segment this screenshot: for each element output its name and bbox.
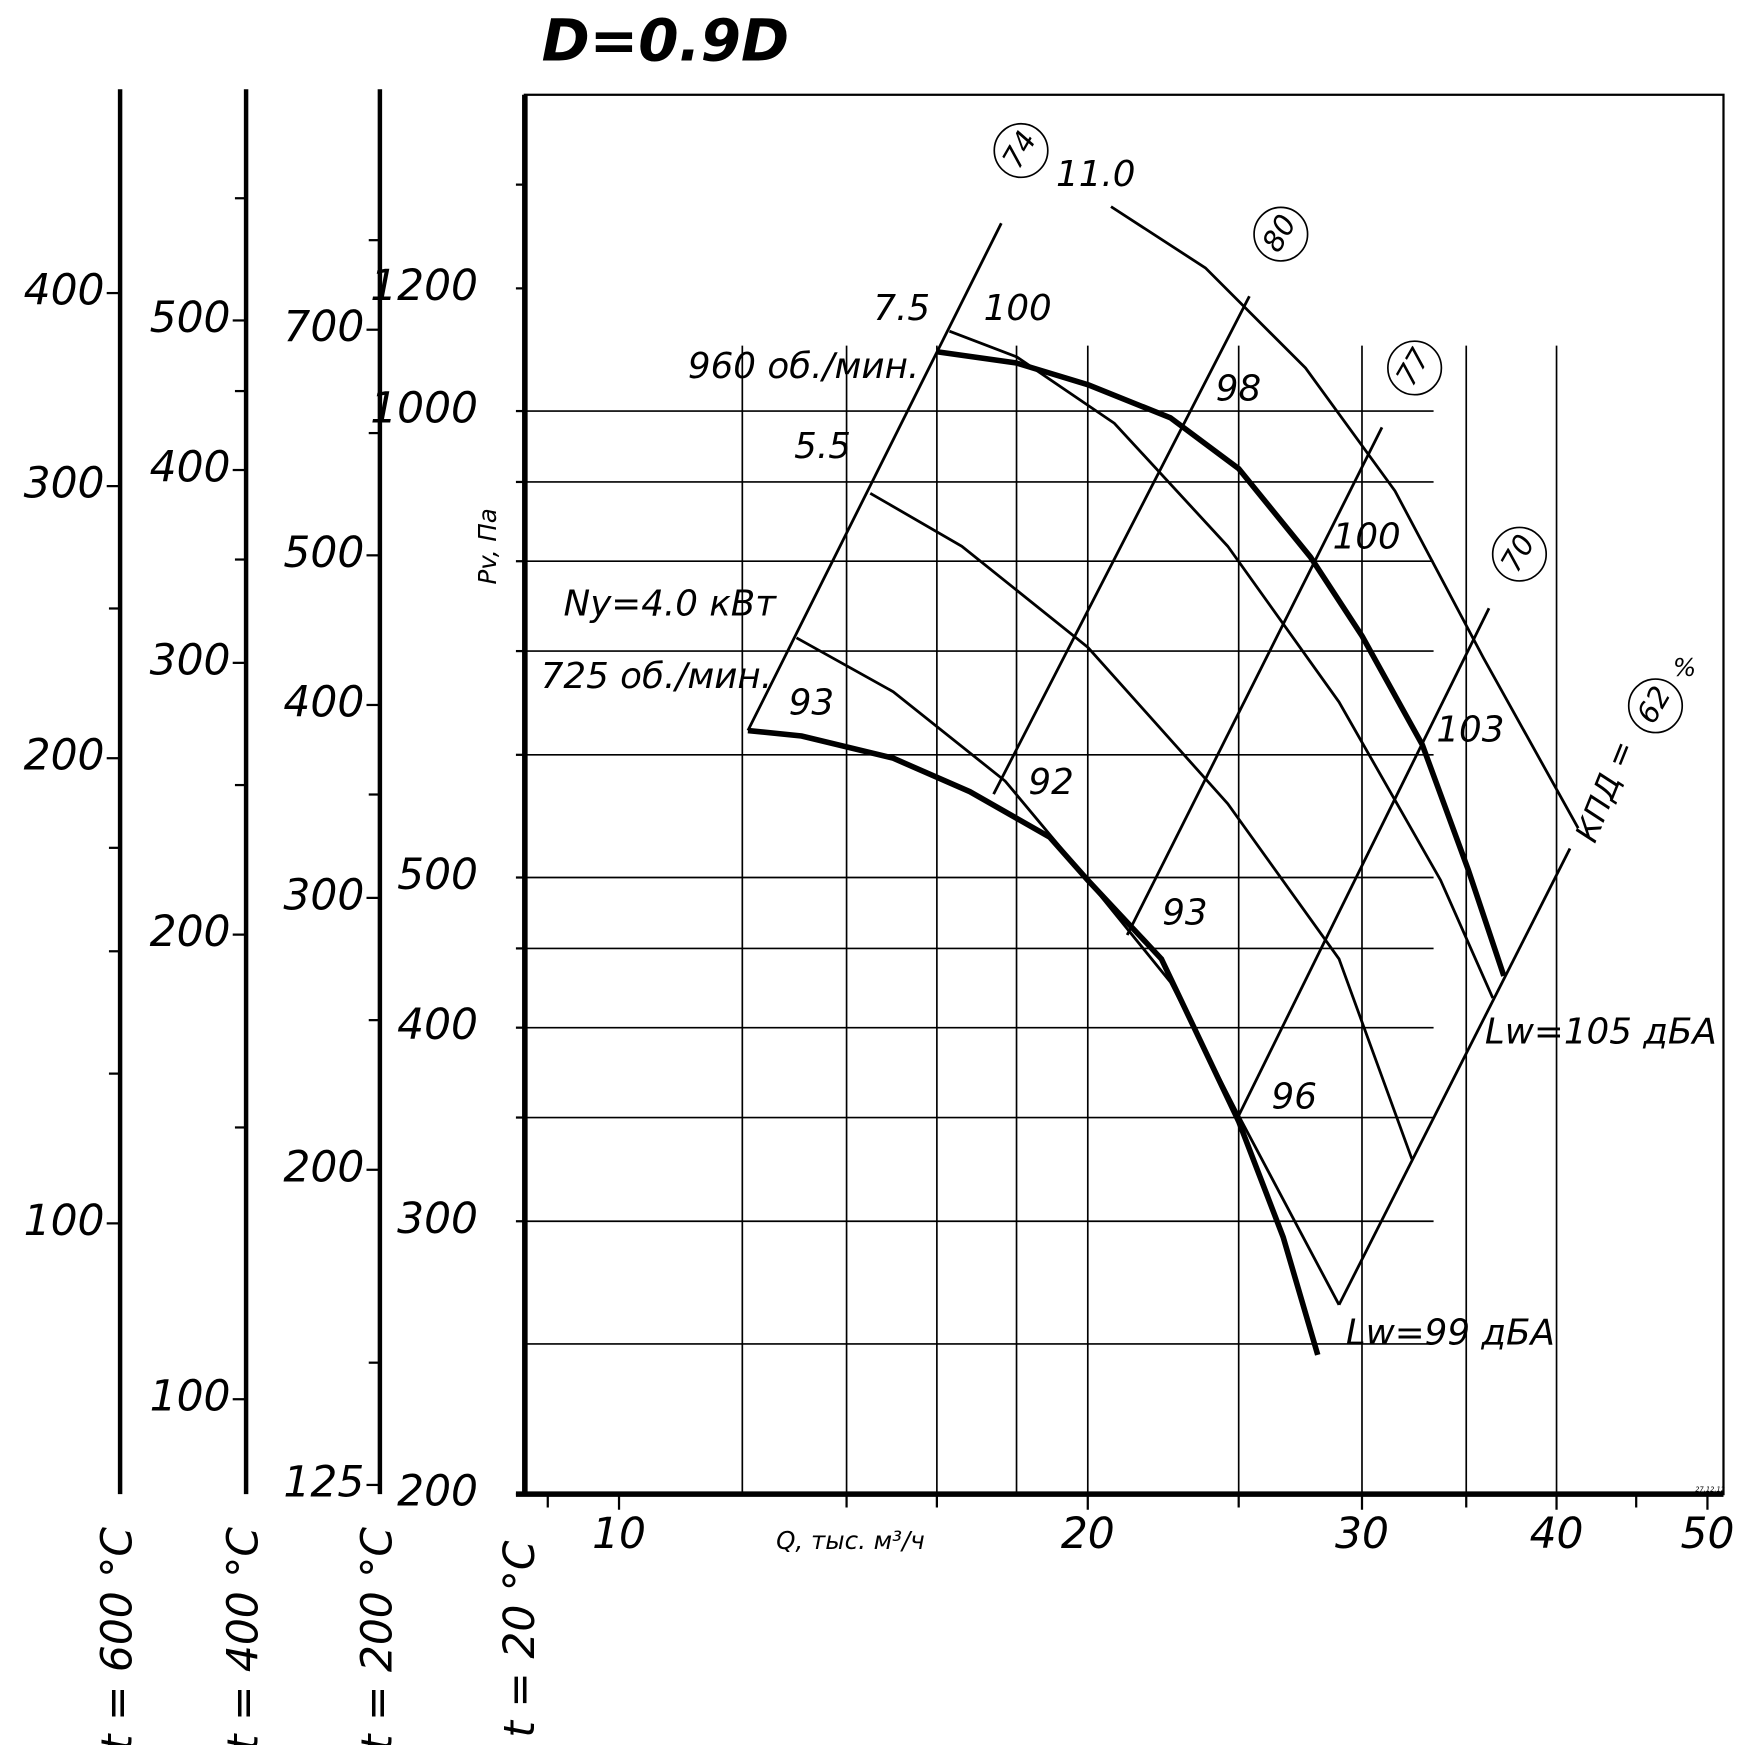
series-label: 960 об./мин. [688, 346, 919, 387]
efficiency-curve [992, 295, 1251, 795]
power-curve [1110, 205, 1580, 829]
aux-tick-label: 400 [283, 677, 364, 726]
aux-tick-label: 300 [150, 635, 231, 684]
rpm-curve [936, 349, 1507, 977]
series-label: 7.5 [873, 288, 930, 329]
annotation: Lw=105 дБА [1485, 1012, 1717, 1053]
series-label: 11.0 [1056, 154, 1135, 195]
series-label: Ny=4.0 кВт [564, 583, 778, 624]
aux-tick-label: 700 [283, 302, 364, 351]
annotation: 92 [1028, 762, 1073, 803]
aux-tick-label: 200 [24, 731, 105, 780]
rpm-curve [747, 727, 1321, 1356]
x-tick-label: 30 [1335, 1509, 1389, 1558]
annotation: 96 [1272, 1076, 1317, 1117]
power-curve [795, 636, 1341, 1306]
y-axis-title: Pv, Па [473, 508, 502, 584]
aux-tick-label: 125 [283, 1457, 364, 1506]
x-tick-label: 20 [1061, 1509, 1115, 1558]
aux-caption: t = 200 °C [352, 1527, 401, 1745]
annotation: КПД = [1569, 735, 1642, 847]
efficiency-curve [1337, 847, 1572, 1306]
aux-tick-label: 300 [24, 459, 105, 508]
annotation: 93 [1162, 892, 1207, 933]
x-tick-label: 40 [1530, 1509, 1584, 1558]
x-tick-label: 50 [1680, 1509, 1734, 1558]
annotation: 100 [984, 288, 1052, 329]
annotation: % [1673, 653, 1696, 682]
x-axis-title: Q, тыс. м³/ч [776, 1526, 925, 1555]
y-tick-label: 200 [397, 1467, 478, 1516]
y-tick-label: 500 [397, 850, 478, 899]
series-label: 725 об./мин. [541, 656, 772, 697]
annotation: 100 [1333, 517, 1401, 558]
efficiency-badge [1627, 678, 1684, 734]
aux-tick-label: 200 [283, 1142, 364, 1191]
efficiency-badge [993, 122, 1049, 179]
aux-tick-label: 400 [24, 266, 105, 315]
annotation: 103 [1436, 709, 1504, 750]
aux-tick-label: 300 [283, 870, 364, 919]
y-tick-label: 300 [397, 1194, 478, 1243]
aux-tick-label: 500 [283, 528, 364, 577]
axis-caption: t = 20 °C [495, 1540, 544, 1738]
efficiency-badge [1387, 340, 1443, 396]
annotation: Lw=99 дБА [1346, 1313, 1555, 1354]
chart-title: D=0.9D [542, 7, 790, 75]
plot-frame [523, 93, 1725, 1496]
x-tick-label: 10 [592, 1509, 646, 1558]
aux-caption: t = 400 °C [219, 1527, 268, 1745]
aux-tick-label: 100 [24, 1196, 105, 1245]
y-tick-label: 1000 [370, 384, 478, 433]
efficiency-curve [1125, 426, 1384, 936]
power-curve [948, 329, 1495, 999]
aux-caption: t = 600 °C [93, 1527, 142, 1745]
annotation: 98 [1216, 368, 1261, 409]
aux-tick-label: 200 [150, 907, 231, 956]
aux-tick-label: 400 [150, 443, 231, 492]
annotation: 93 [789, 683, 834, 724]
efficiency-curve [1237, 607, 1491, 1117]
y-tick-label: 400 [397, 1000, 478, 1049]
y-tick-label: 1200 [370, 261, 478, 310]
power-curve [869, 492, 1414, 1160]
efficiency-badge [1491, 526, 1548, 582]
aux-tick-label: 100 [150, 1372, 231, 1421]
annotation: 27.12.12 [1695, 1486, 1725, 1494]
efficiency-curve [746, 222, 1003, 732]
aux-tick-label: 500 [150, 293, 231, 342]
series-label: 5.5 [794, 426, 851, 467]
efficiency-badge [1253, 206, 1309, 262]
